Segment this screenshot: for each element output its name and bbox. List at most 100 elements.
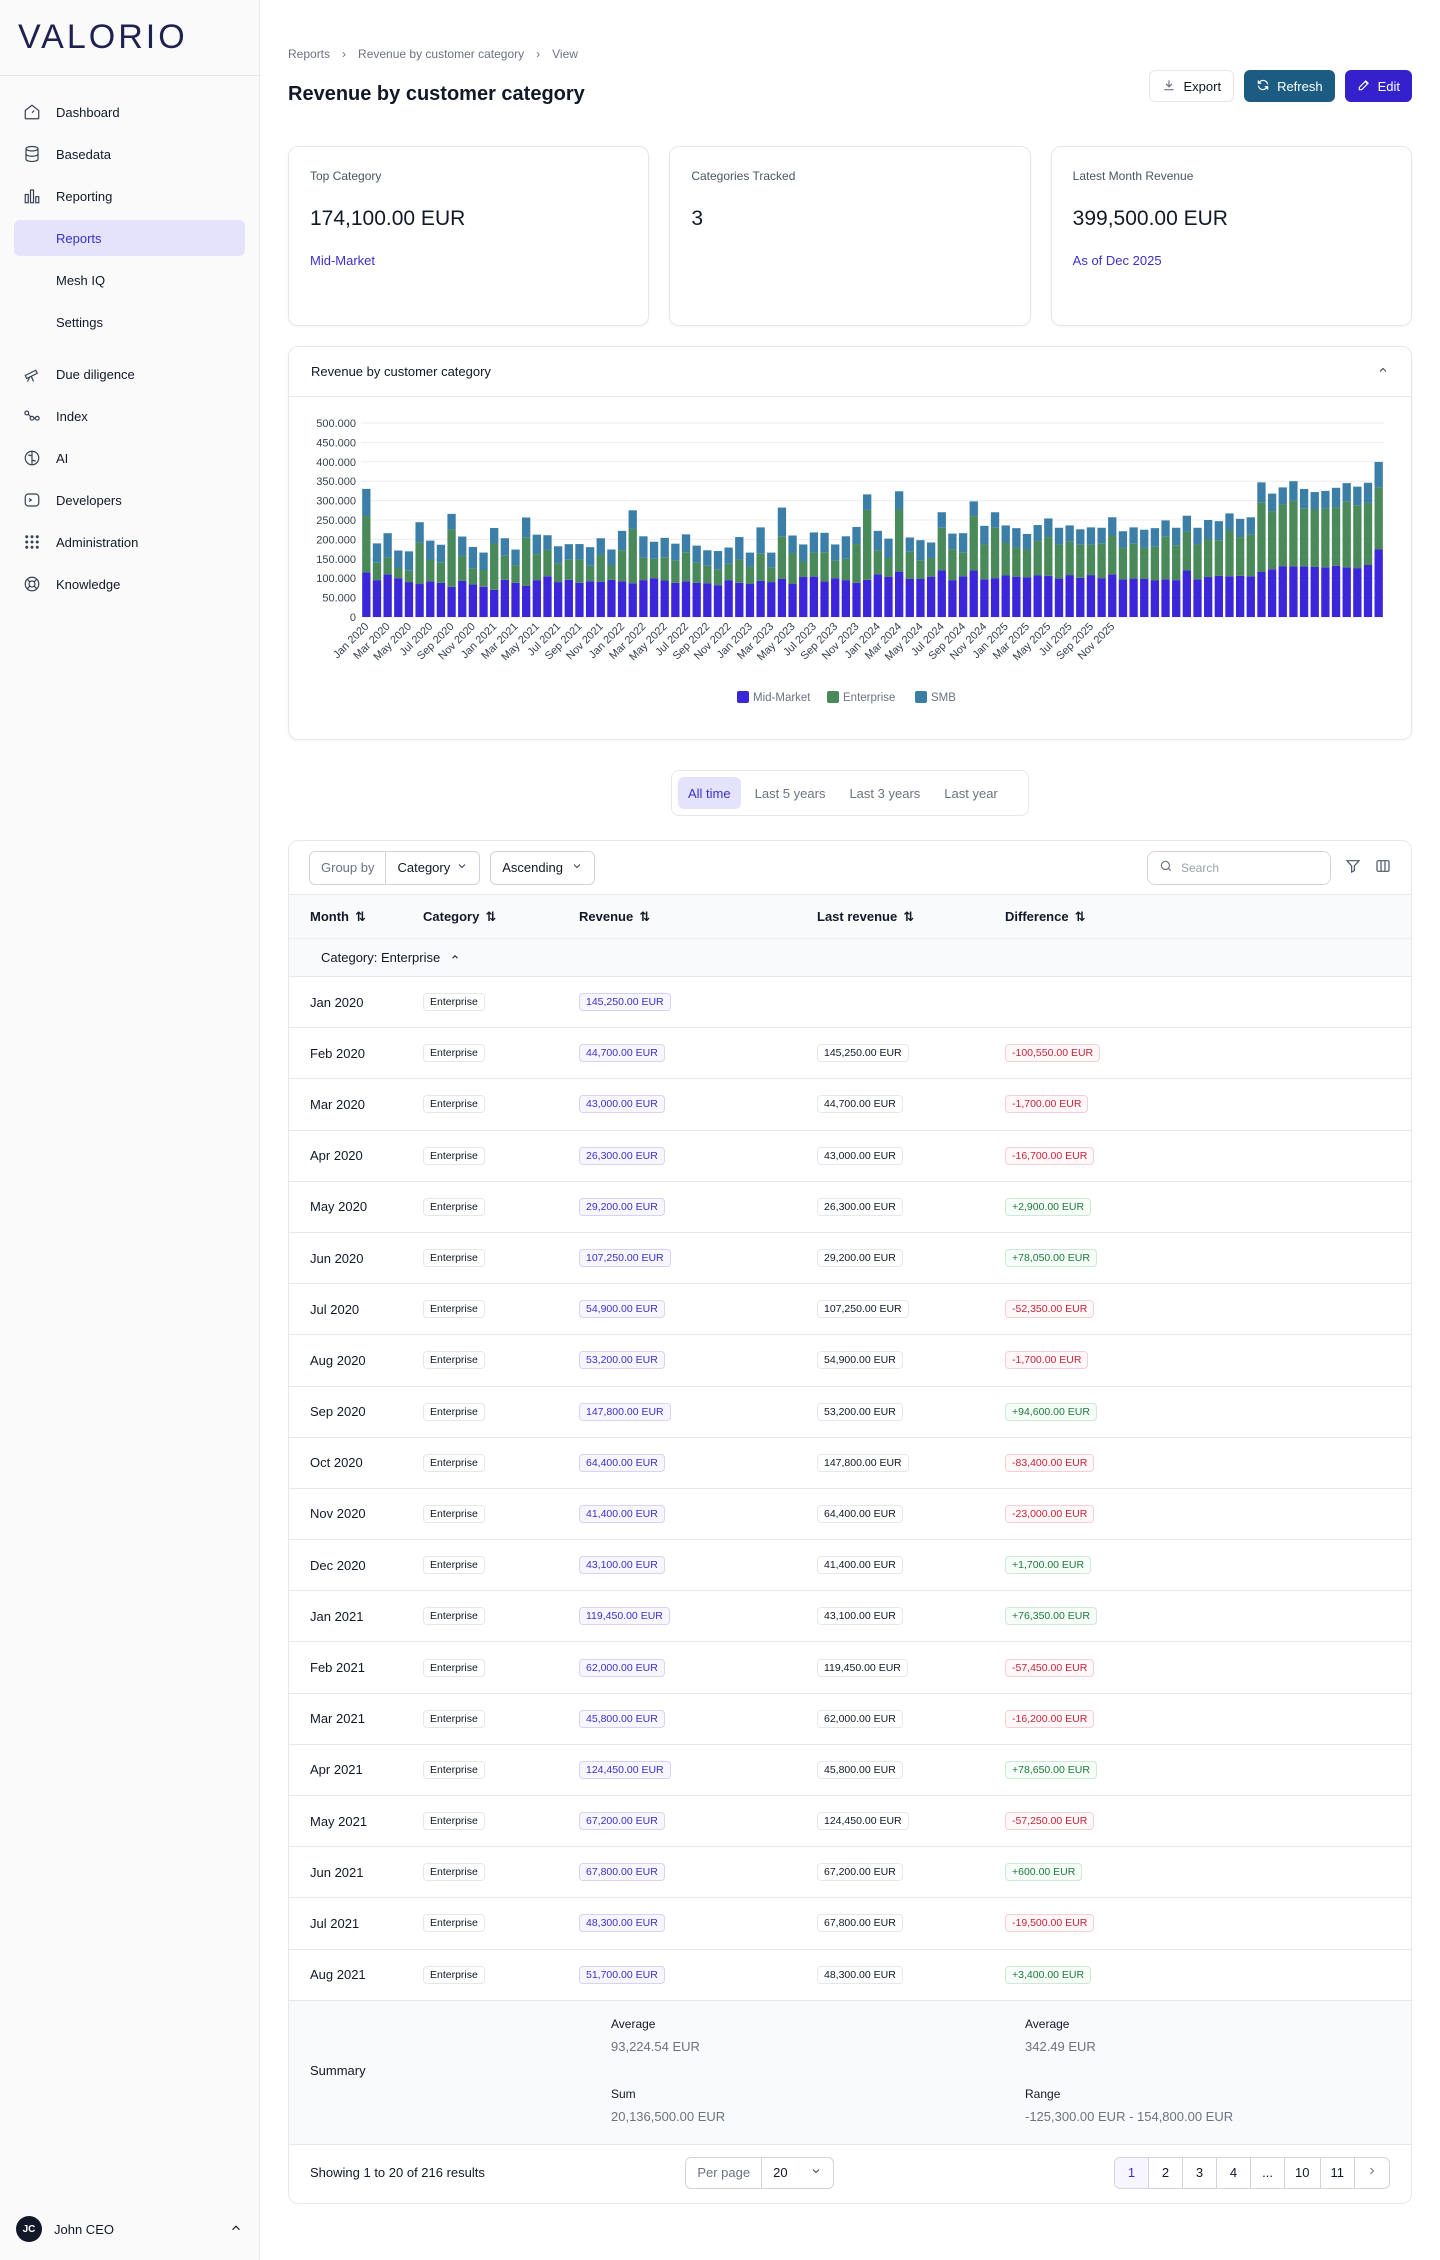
sidebar-item-knowledge[interactable]: Knowledge (14, 566, 245, 602)
table-row[interactable]: Oct 2020 Enterprise 64,400.00 EUR 147,800.0… (289, 1438, 1411, 1489)
user-menu[interactable]: JC John CEO (16, 2214, 243, 2244)
bar-enterprise (1086, 544, 1096, 576)
per-page-value[interactable]: 20 (762, 2158, 832, 2188)
page-button[interactable]: 11 (1321, 2157, 1355, 2188)
bar-mid-market (1022, 577, 1032, 617)
table-row[interactable]: Feb 2020 Enterprise 44,700.00 EUR 145,250.0… (289, 1028, 1411, 1080)
breadcrumb-reports[interactable]: Reports (288, 47, 331, 61)
edit-button[interactable]: Edit (1344, 70, 1412, 102)
next-page-button[interactable] (1355, 2158, 1389, 2188)
sidebar-item-developers[interactable]: Developers (14, 482, 245, 518)
bar-mid-market (1108, 574, 1117, 617)
bar-mid-market (1321, 567, 1330, 617)
cell-month: May 2020 (310, 1199, 368, 1215)
chevron-down-icon (456, 860, 468, 875)
table-row[interactable]: May 2021 Enterprise 67,200.00 EUR 124,450.0… (289, 1796, 1411, 1848)
cell-month: Apr 2020 (310, 1148, 363, 1164)
table-row[interactable]: Jul 2020 Enterprise 54,900.00 EUR 107,250.0… (289, 1284, 1411, 1336)
refresh-button[interactable]: Refresh (1244, 70, 1335, 102)
table-row[interactable]: Feb 2021 Enterprise 62,000.00 EUR 119,450.0… (289, 1642, 1411, 1694)
main-content: Reports › Revenue by customer category ›… (260, 0, 1440, 2260)
table-row[interactable]: Jan 2021 Enterprise 119,450.00 EUR 43,100.0… (289, 1591, 1411, 1643)
table-row[interactable]: Sep 2020 Enterprise 147,800.00 EUR 53,200.0… (289, 1387, 1411, 1438)
header-category[interactable]: Category ⇅ (423, 909, 579, 925)
columns-icon[interactable] (1375, 858, 1391, 877)
breadcrumb-current: View (552, 47, 578, 61)
bar-enterprise (500, 555, 510, 580)
tab-last-3-years[interactable]: Last 3 years (849, 785, 921, 801)
table-row[interactable]: Apr 2021 Enterprise 124,450.00 EUR 45,800.0… (289, 1745, 1411, 1796)
bar-smb (1044, 518, 1053, 538)
sidebar-item-reporting[interactable]: Reporting (14, 178, 245, 214)
bar-enterprise (852, 544, 861, 583)
table-row[interactable]: May 2020 Enterprise 29,200.00 EUR 26,300.00… (289, 1182, 1411, 1233)
chart-header[interactable]: Revenue by customer category (289, 347, 1411, 397)
header-last-revenue[interactable]: Last revenue ⇅ (817, 909, 1005, 925)
kpi-link[interactable]: Mid-Market (310, 253, 376, 268)
sort-order-select[interactable]: Ascending (490, 850, 595, 885)
table-row[interactable]: Jul 2021 Enterprise 48,300.00 EUR 67,800.00… (289, 1898, 1411, 1950)
header-revenue[interactable]: Revenue ⇅ (579, 909, 817, 925)
bar-enterprise (1363, 502, 1373, 566)
y-tick-label: 0 (350, 612, 356, 624)
page-button[interactable]: 1 (1115, 2157, 1150, 2188)
table-row[interactable]: Apr 2020 Enterprise 26,300.00 EUR 43,000.00… (289, 1131, 1411, 1182)
table-row[interactable]: Jun 2021 Enterprise 67,800.00 EUR 67,200.00… (289, 1847, 1411, 1899)
breadcrumb-report[interactable]: Revenue by customer category (358, 47, 525, 61)
category-badge: Enterprise (423, 1914, 485, 1933)
chevron-up-icon[interactable] (1377, 364, 1389, 379)
bar-smb (1182, 515, 1192, 532)
search-box[interactable] (1147, 850, 1331, 885)
kpi-link[interactable]: As of Dec 2025 (1072, 253, 1162, 268)
sidebar-item-basedata[interactable]: Basedata (14, 136, 245, 172)
filter-icon[interactable] (1345, 858, 1361, 877)
page-button[interactable]: 3 (1183, 2157, 1218, 2188)
group-by-select[interactable]: Group by Category (309, 850, 481, 885)
revenue-badge: 48,300.00 EUR (579, 1914, 665, 1933)
search-input[interactable] (1181, 860, 1321, 875)
table-row[interactable]: Jan 2020 Enterprise 145,250.00 EUR (289, 977, 1411, 1029)
cell-month: Jun 2020 (310, 1250, 364, 1266)
bar-mid-market (809, 576, 819, 617)
export-button[interactable]: Export (1149, 70, 1235, 102)
sidebar-item-due-diligence[interactable]: Due diligence (14, 356, 245, 392)
difference-badge: +1,700.00 EUR (1005, 1556, 1092, 1575)
tab-last-year[interactable]: Last year (944, 785, 998, 801)
sidebar-item-administration[interactable]: Administration (14, 524, 245, 560)
cell-category-wrap: Enterprise (423, 1607, 579, 1626)
bar-enterprise (809, 552, 819, 577)
header-month[interactable]: Month ⇅ (289, 909, 423, 925)
bar-enterprise (1299, 508, 1309, 567)
tab-all-time[interactable]: All time (678, 777, 741, 809)
sidebar-item-index[interactable]: Index (14, 398, 245, 434)
bar-enterprise (1022, 549, 1032, 578)
table-row[interactable]: Aug 2020 Enterprise 53,200.00 EUR 54,900.00… (289, 1335, 1411, 1387)
table-row[interactable]: Mar 2021 Enterprise 45,800.00 EUR 62,000.00… (289, 1694, 1411, 1745)
header-difference[interactable]: Difference ⇅ (1005, 909, 1411, 925)
bar-chart-icon (22, 186, 42, 206)
bar-mid-market (937, 570, 946, 617)
sidebar-item-ai[interactable]: AI (14, 440, 245, 476)
tab-last-5-years[interactable]: Last 5 years (754, 785, 826, 801)
table-row[interactable]: Dec 2020 Enterprise 43,100.00 EUR 41,400.00… (289, 1540, 1411, 1592)
table-row[interactable]: Aug 2021 Enterprise 51,700.00 EUR 48,300.00… (289, 1950, 1411, 2001)
cell-category-wrap: Enterprise (423, 1197, 579, 1216)
cell-difference-wrap: -83,400.00 EUR (1005, 1453, 1411, 1472)
group-by-value[interactable]: Category (386, 852, 479, 884)
page-button[interactable]: 10 (1285, 2157, 1321, 2188)
bar-mid-market (980, 579, 989, 617)
group-row[interactable]: Category: Enterprise (289, 939, 1411, 977)
sidebar-item-mesh-iq[interactable]: Mesh IQ (14, 262, 245, 298)
sidebar-item-reports[interactable]: Reports (14, 220, 245, 256)
sidebar-item-settings[interactable]: Settings (14, 304, 245, 340)
per-page-select[interactable]: Per page 20 (685, 2156, 834, 2189)
page-button[interactable]: 4 (1217, 2157, 1252, 2188)
bar-smb (1278, 487, 1287, 505)
bar-smb (436, 544, 446, 563)
table-row[interactable]: Jun 2020 Enterprise 107,250.00 EUR 29,200.0… (289, 1233, 1411, 1285)
logo[interactable]: VALORIO (0, 0, 259, 76)
page-button[interactable]: 2 (1149, 2157, 1184, 2188)
table-row[interactable]: Nov 2020 Enterprise 41,400.00 EUR 64,400.00… (289, 1489, 1411, 1541)
sidebar-item-dashboard[interactable]: Dashboard (14, 94, 245, 130)
table-row[interactable]: Mar 2020 Enterprise 43,000.00 EUR 44,700.00… (289, 1079, 1411, 1131)
